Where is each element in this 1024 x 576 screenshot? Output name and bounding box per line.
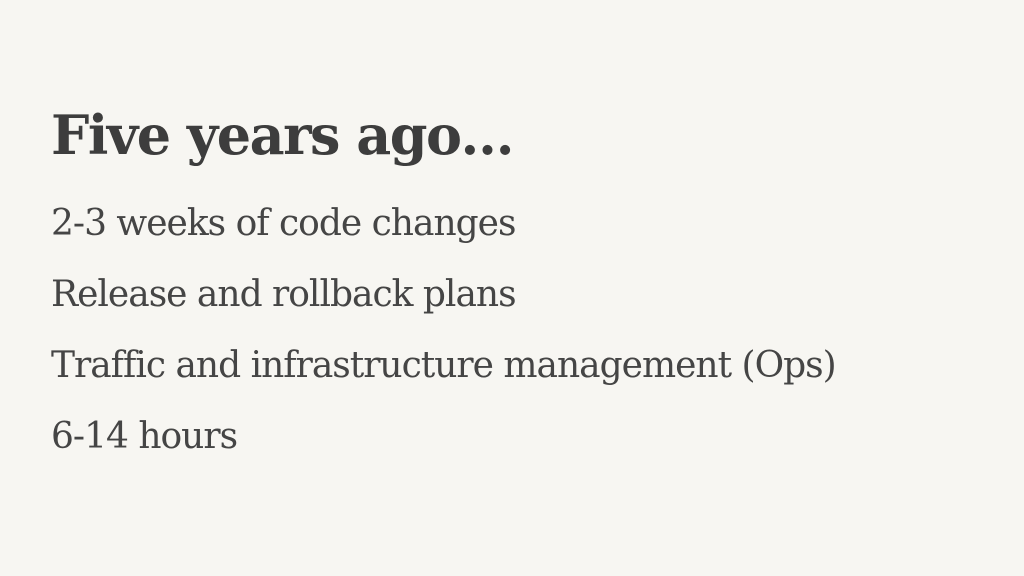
bullet-item-release-plans: Release and rollback plans (51, 274, 517, 315)
slide-title: Five years ago… (51, 103, 515, 167)
bullet-item-duration: 6-14 hours (51, 416, 238, 457)
bullet-item-code-changes: 2-3 weeks of code changes (51, 203, 516, 244)
bullet-item-traffic-management: Traffic and infrastructure management (O… (51, 345, 837, 386)
bullet-list: 2-3 weeks of code changes Release and ro… (51, 201, 837, 485)
